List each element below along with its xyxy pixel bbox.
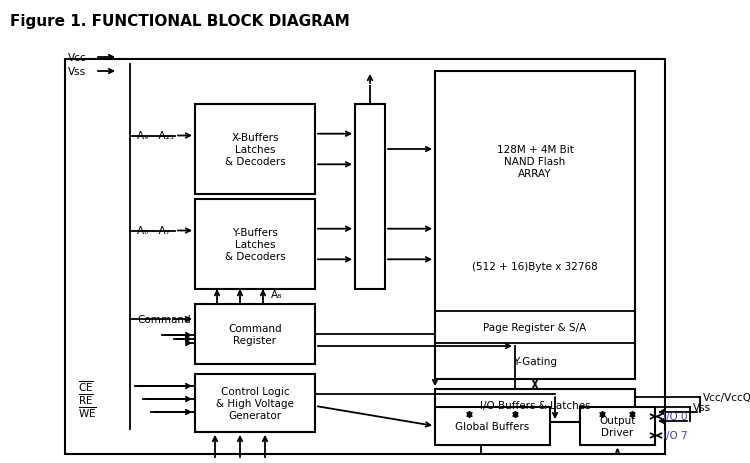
Text: (512 + 16)Byte x 32768: (512 + 16)Byte x 32768 [472,262,598,271]
Bar [355,105,385,289]
Text: A₀ - A₇: A₀ - A₇ [137,226,170,236]
Text: Page Register & S/A: Page Register & S/A [483,322,586,332]
Text: I/O Buffers & Latches: I/O Buffers & Latches [480,400,590,411]
Text: Vss: Vss [68,67,86,77]
Bar [65,60,665,454]
Bar [195,200,315,289]
Text: $\overline{\mathregular{CE}}$: $\overline{\mathregular{CE}}$ [78,379,94,394]
Text: Vcc/VccQ: Vcc/VccQ [703,392,750,402]
Text: Vcc: Vcc [68,53,86,63]
Text: $\overline{\mathregular{WE}}$: $\overline{\mathregular{WE}}$ [78,405,97,419]
Text: 128M + 4M Bit
NAND Flash
ARRAY: 128M + 4M Bit NAND Flash ARRAY [496,145,574,178]
Bar [435,407,550,445]
Text: A₈: A₈ [271,289,282,300]
Text: Global Buffers: Global Buffers [455,421,530,431]
Text: Control Logic
& High Voltage
Generator: Control Logic & High Voltage Generator [216,387,294,419]
Text: Output
Driver: Output Driver [599,415,636,437]
Text: I/O 7: I/O 7 [663,431,688,441]
Bar [435,72,635,379]
Text: Command
Register: Command Register [228,324,282,345]
Text: A₉ - A₂₃: A₉ - A₂₃ [137,131,174,141]
Bar [435,389,635,422]
Text: Y-Gating: Y-Gating [513,356,557,366]
Bar [195,304,315,364]
Text: Figure 1. FUNCTIONAL BLOCK DIAGRAM: Figure 1. FUNCTIONAL BLOCK DIAGRAM [10,14,350,29]
Text: I/O 0: I/O 0 [663,412,688,422]
Text: Command: Command [137,314,190,324]
Text: Vss: Vss [693,402,711,412]
Bar [195,105,315,194]
Text: X-Buffers
Latches
& Decoders: X-Buffers Latches & Decoders [225,133,285,166]
Text: Y-Buffers
Latches
& Decoders: Y-Buffers Latches & Decoders [225,228,285,261]
Text: $\overline{\mathregular{RE}}$: $\overline{\mathregular{RE}}$ [78,392,94,407]
Bar [195,374,315,432]
Bar [580,407,655,445]
